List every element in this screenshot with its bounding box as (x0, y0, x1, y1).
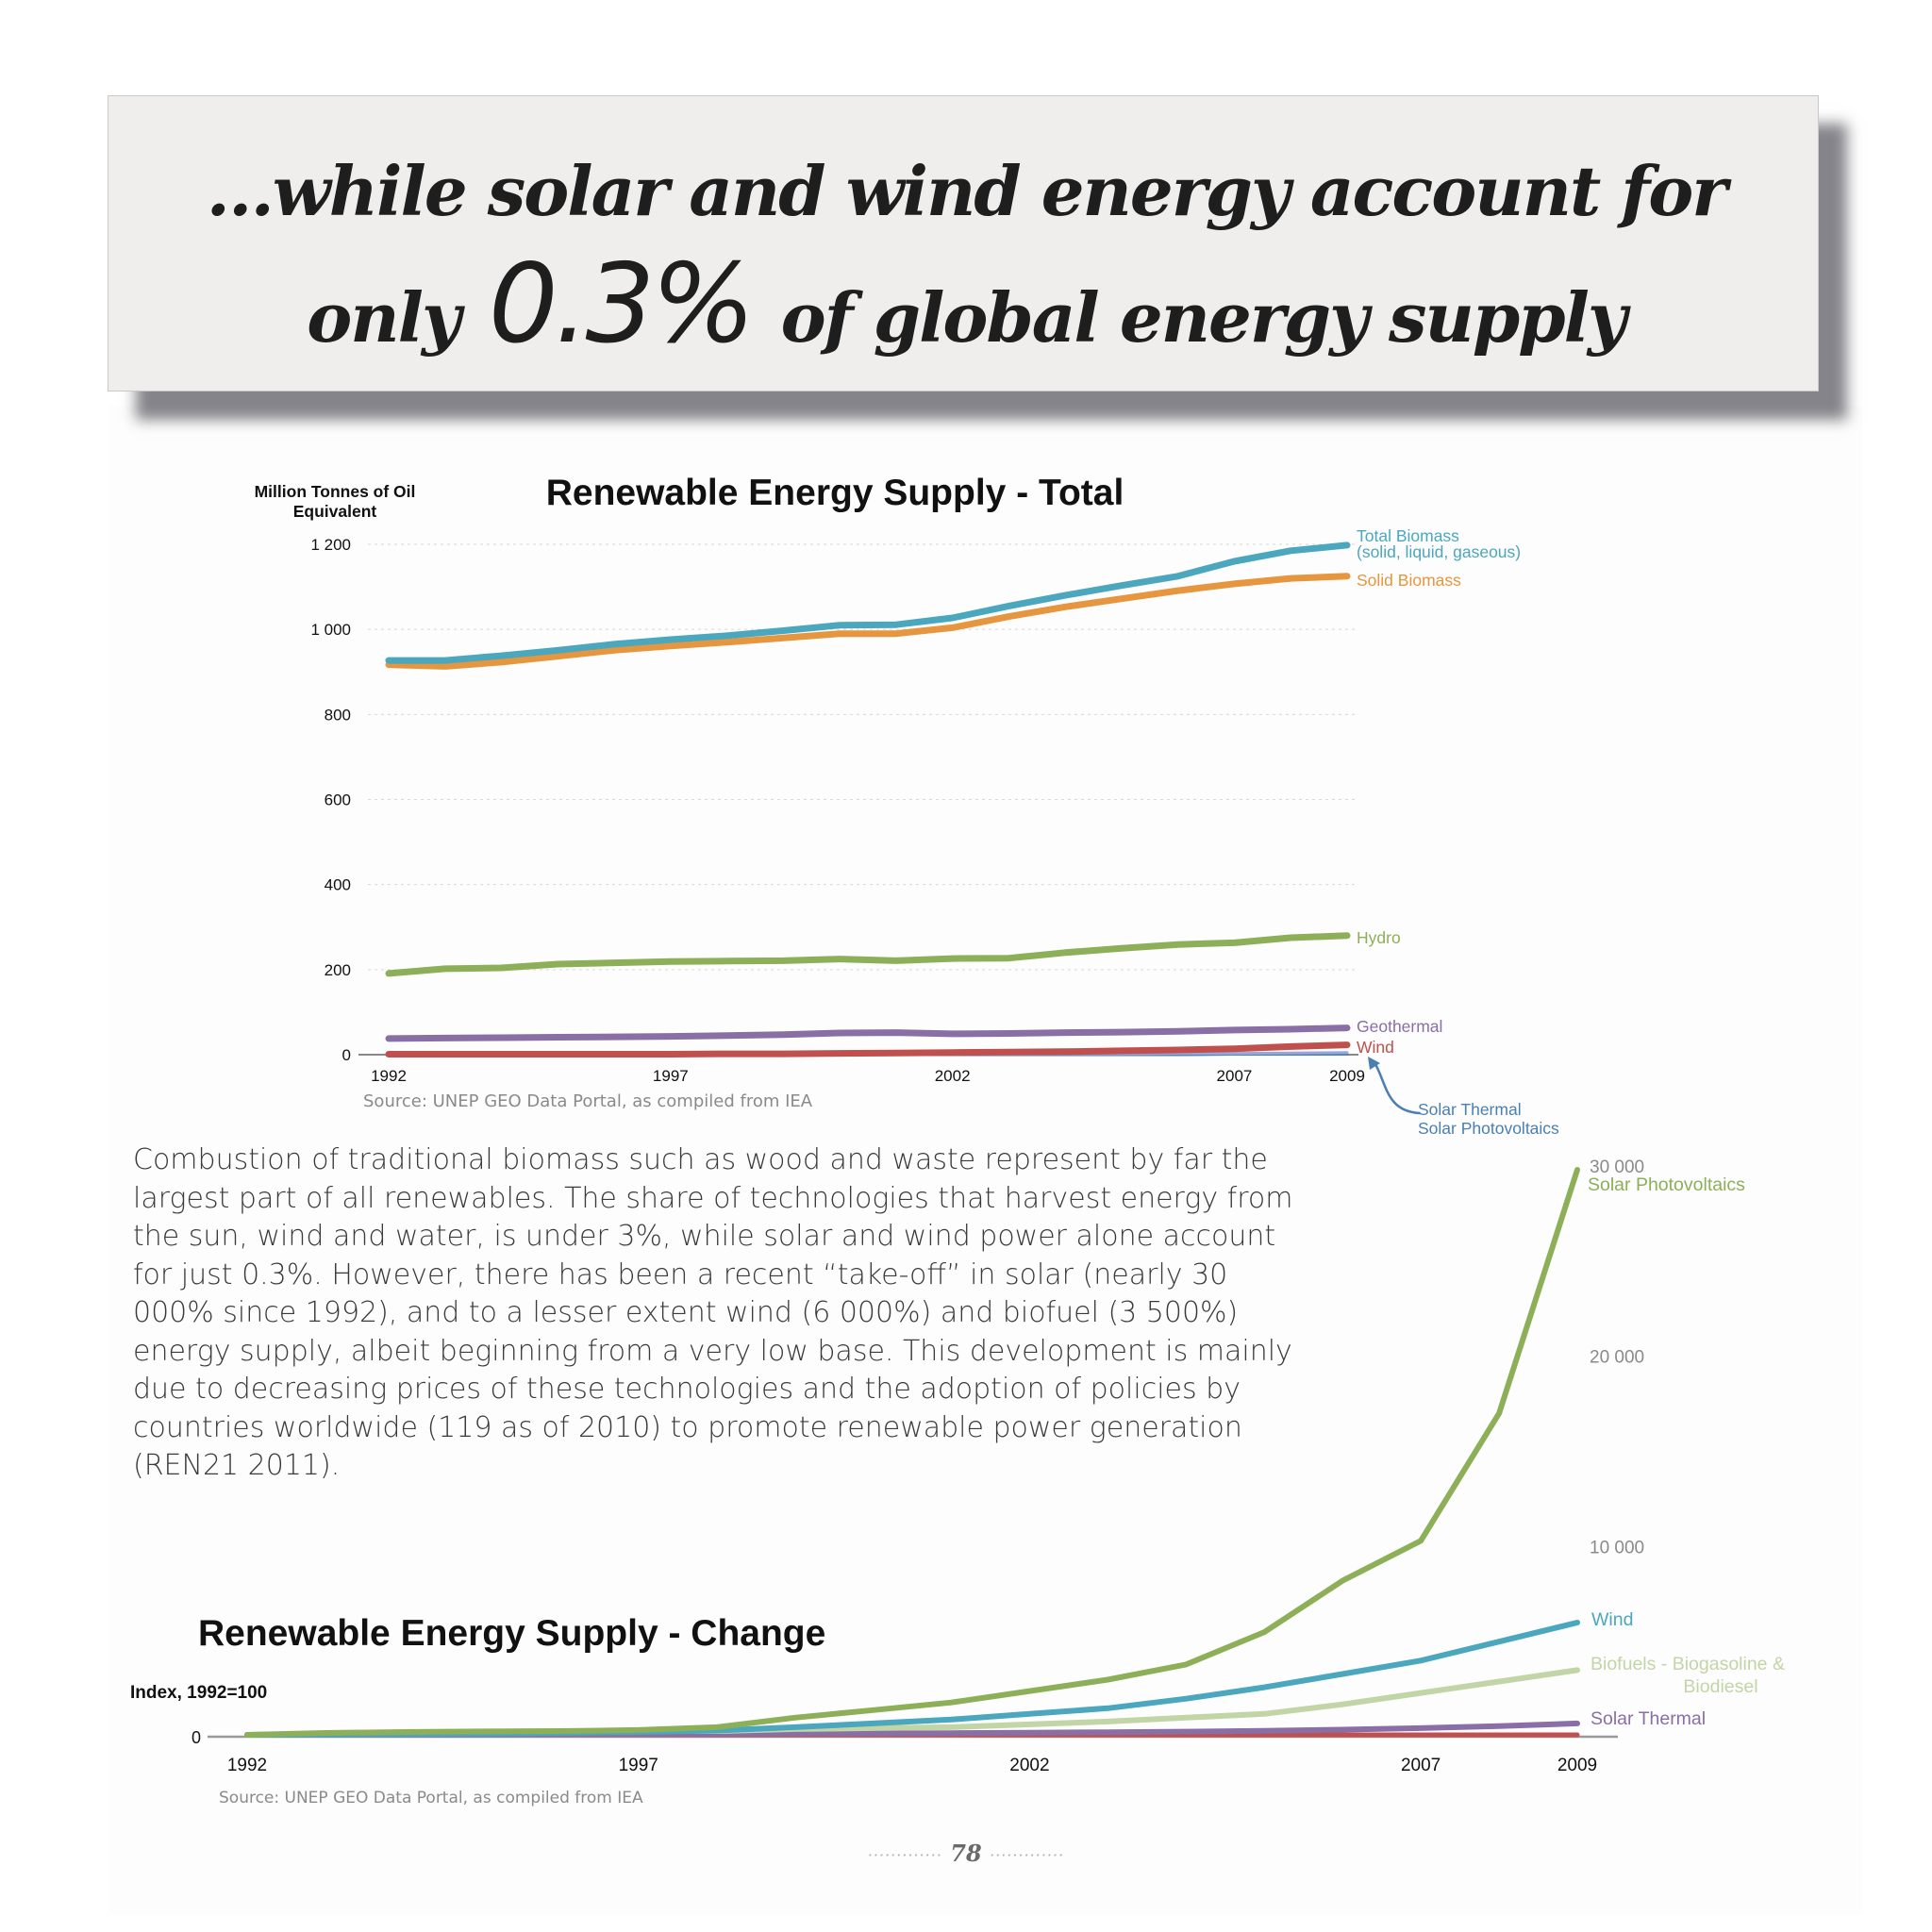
total-line-solid-biomass (385, 573, 1351, 670)
chart-total-ylabel: Million Tonnes of Oil Equivalent (255, 482, 416, 521)
change-y-tick-label: 0 (192, 1728, 201, 1747)
headline-pre: only (307, 277, 461, 358)
total-y-tick-label: 1 200 (310, 536, 351, 554)
change-x-tick-label: 2002 (1009, 1756, 1049, 1775)
total-series-label-wind: Wind (1357, 1038, 1394, 1057)
headline-banner (108, 95, 1819, 391)
chart-total-title: Renewable Energy Supply - Total (546, 473, 1124, 513)
change-series-label-biofuels-biogasoline-line2: Biodiesel (1683, 1676, 1757, 1697)
total-series-label-hydro: Hydro (1357, 928, 1401, 947)
change-x-tick-label: 1992 (227, 1756, 267, 1775)
headline-percent: 0.3% (488, 241, 756, 368)
solar-callout-arrowhead (1368, 1057, 1380, 1070)
total-y-tick-label: 200 (325, 961, 351, 979)
change-x-tick-label: 2007 (1401, 1756, 1441, 1775)
change-y-tick-label: 20 000 (1590, 1348, 1644, 1368)
total-series-label-geothermal: Geothermal (1357, 1017, 1442, 1036)
total-line-hydro (385, 932, 1351, 977)
chart-total-source: Source: UNEP GEO Data Portal, as compile… (363, 1091, 813, 1111)
total-series-label-total-biomass: Total Biomass (1357, 526, 1459, 545)
change-y-tick-label: 10 000 (1590, 1538, 1644, 1557)
total-line-geothermal (385, 1024, 1351, 1042)
page-number-dots-left: ············· (867, 1846, 942, 1864)
change-series-label-biofuels-biogasoline: Biofuels - Biogasoline & (1591, 1654, 1785, 1674)
headline-line-1: …while solar and wind energy account for (206, 151, 1727, 231)
total-x-tick-label: 2002 (935, 1067, 971, 1085)
total-y-tick-label: 600 (325, 791, 351, 809)
solar-callout-arrow (1374, 1063, 1421, 1115)
chart-change-title: Renewable Energy Supply - Change (198, 1613, 825, 1654)
total-x-tick-label: 2007 (1217, 1067, 1253, 1085)
total-y-tick-label: 0 (342, 1046, 351, 1064)
page-number-value: 78 (950, 1840, 982, 1867)
total-x-tick-label: 2009 (1329, 1067, 1365, 1085)
chart-change-source: Source: UNEP GEO Data Portal, as compile… (219, 1789, 643, 1807)
total-x-tick-label: 1992 (371, 1067, 407, 1085)
page-number: ············· 78 ············· (0, 1840, 1932, 1867)
total-line-total-biomass (385, 541, 1351, 664)
change-y-tick-label: 30 000 (1590, 1158, 1644, 1177)
total-series-label-solar-thermal: Solar Thermal (1418, 1100, 1522, 1119)
total-y-tick-label: 400 (325, 876, 351, 894)
total-x-tick-label: 1997 (653, 1067, 689, 1085)
change-x-tick-label: 1997 (619, 1756, 658, 1775)
change-series-label-solar-photovoltaics: Solar Photovoltaics (1588, 1174, 1745, 1195)
total-series-label-solid-biomass: Solid Biomass (1357, 571, 1461, 590)
total-series-label-solar-photovoltaics: Solar Photovoltaics (1418, 1119, 1559, 1138)
total-series-label-total-biomass-line2: (solid, liquid, gaseous) (1357, 542, 1521, 561)
body-paragraph: Combustion of traditional biomass such a… (133, 1143, 1293, 1482)
chart-change-ylabel: Index, 1992=100 (130, 1683, 267, 1703)
total-y-tick-label: 1 000 (310, 621, 351, 639)
page-number-dots-right: ············· (990, 1846, 1065, 1864)
headline-post: of global energy supply (780, 277, 1627, 358)
headline-line-2: only 0.3% of global energy supply (0, 241, 1932, 368)
change-x-tick-label: 2009 (1557, 1756, 1597, 1775)
total-line-wind (385, 1041, 1351, 1058)
total-y-tick-label: 800 (325, 706, 351, 724)
change-line-solar-photovoltaics (244, 1167, 1580, 1738)
change-series-label-solar-thermal: Solar Thermal (1591, 1708, 1706, 1729)
change-line-biofuels-biogasoline (244, 1667, 1580, 1738)
change-series-label-wind: Wind (1591, 1609, 1633, 1630)
